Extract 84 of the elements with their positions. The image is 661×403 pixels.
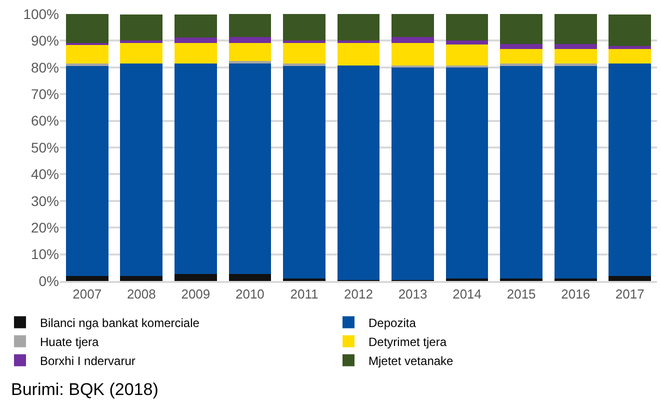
y-tick-label: 20% bbox=[30, 220, 59, 236]
bar bbox=[554, 14, 597, 44]
bar bbox=[120, 14, 163, 41]
bar bbox=[283, 278, 326, 281]
bar bbox=[228, 42, 272, 61]
bar bbox=[446, 14, 488, 40]
bar bbox=[174, 63, 217, 274]
bar bbox=[446, 278, 488, 281]
bar bbox=[608, 276, 652, 281]
bar bbox=[66, 14, 108, 43]
bar bbox=[500, 44, 542, 49]
bar bbox=[608, 14, 652, 46]
bar bbox=[283, 14, 326, 40]
bar bbox=[337, 65, 380, 280]
y-tick-label: 40% bbox=[30, 166, 59, 182]
bar bbox=[446, 40, 488, 45]
bar bbox=[392, 14, 434, 38]
legend-label: Borxhi I ndervarur bbox=[40, 354, 136, 368]
x-tick-label: 2015 bbox=[506, 286, 536, 302]
bar bbox=[608, 46, 652, 49]
bar bbox=[554, 65, 597, 278]
bar bbox=[228, 60, 272, 64]
bar bbox=[337, 14, 380, 40]
bar bbox=[337, 42, 380, 66]
legend-label: Huate tjera bbox=[40, 334, 100, 349]
x-tick-label: 2014 bbox=[452, 286, 482, 302]
bar bbox=[120, 276, 163, 281]
y-tick-label: 60% bbox=[30, 112, 59, 129]
bar bbox=[608, 63, 652, 276]
bar bbox=[608, 48, 652, 64]
x-tick-label: 2012 bbox=[344, 286, 373, 302]
bar bbox=[392, 67, 434, 280]
bar bbox=[392, 37, 434, 43]
bar bbox=[283, 65, 326, 278]
bar bbox=[174, 14, 217, 38]
bar bbox=[174, 38, 217, 44]
bar bbox=[228, 14, 272, 38]
bar bbox=[120, 43, 163, 64]
bar bbox=[66, 276, 108, 281]
y-tick-label: 90% bbox=[30, 32, 59, 49]
x-tick-label: 2010 bbox=[235, 286, 264, 302]
bar bbox=[554, 48, 597, 64]
bar bbox=[500, 63, 542, 66]
bar bbox=[120, 40, 163, 44]
bar bbox=[500, 14, 542, 44]
bar bbox=[500, 278, 542, 281]
bar bbox=[500, 65, 542, 278]
y-tick-label: 100% bbox=[23, 6, 59, 22]
bar bbox=[174, 274, 217, 281]
y-tick-label: 70% bbox=[30, 86, 59, 102]
bar bbox=[337, 40, 380, 43]
bar bbox=[554, 44, 597, 49]
y-tick-label: 50% bbox=[30, 139, 59, 156]
x-tick-label: 2007 bbox=[72, 286, 102, 302]
bar bbox=[446, 44, 488, 66]
x-tick-label: 2008 bbox=[126, 286, 156, 302]
bar bbox=[283, 42, 326, 64]
bar bbox=[283, 40, 326, 43]
y-tick-label: 30% bbox=[30, 192, 59, 209]
bar bbox=[66, 65, 108, 276]
bar bbox=[446, 67, 488, 278]
bar bbox=[120, 63, 163, 276]
bar bbox=[228, 37, 272, 43]
y-tick-label: 0% bbox=[38, 272, 59, 289]
bar bbox=[554, 63, 597, 66]
x-tick-label: 2011 bbox=[290, 286, 318, 302]
text: Burimi: BQK (2018) bbox=[11, 380, 158, 399]
bar bbox=[228, 274, 272, 281]
bar bbox=[392, 42, 434, 66]
bar bbox=[228, 63, 272, 274]
x-tick-label: 2013 bbox=[398, 286, 428, 302]
bar bbox=[554, 278, 597, 281]
x-tick-label: 2016 bbox=[561, 286, 590, 302]
y-tick-label: 80% bbox=[30, 59, 59, 76]
legend-label: Detyrimet tjera bbox=[368, 334, 447, 349]
y-tick-label: 10% bbox=[30, 246, 59, 262]
x-tick-label: 2017 bbox=[615, 286, 644, 302]
legend-label: Depozita bbox=[368, 316, 416, 330]
bar bbox=[66, 44, 108, 64]
bar bbox=[174, 43, 217, 64]
legend-label: Mjetet vetanake bbox=[368, 354, 454, 368]
x-tick-label: 2009 bbox=[181, 286, 210, 302]
bar bbox=[500, 48, 542, 64]
legend-label: Bilanci nga bankat komerciale bbox=[40, 316, 200, 330]
